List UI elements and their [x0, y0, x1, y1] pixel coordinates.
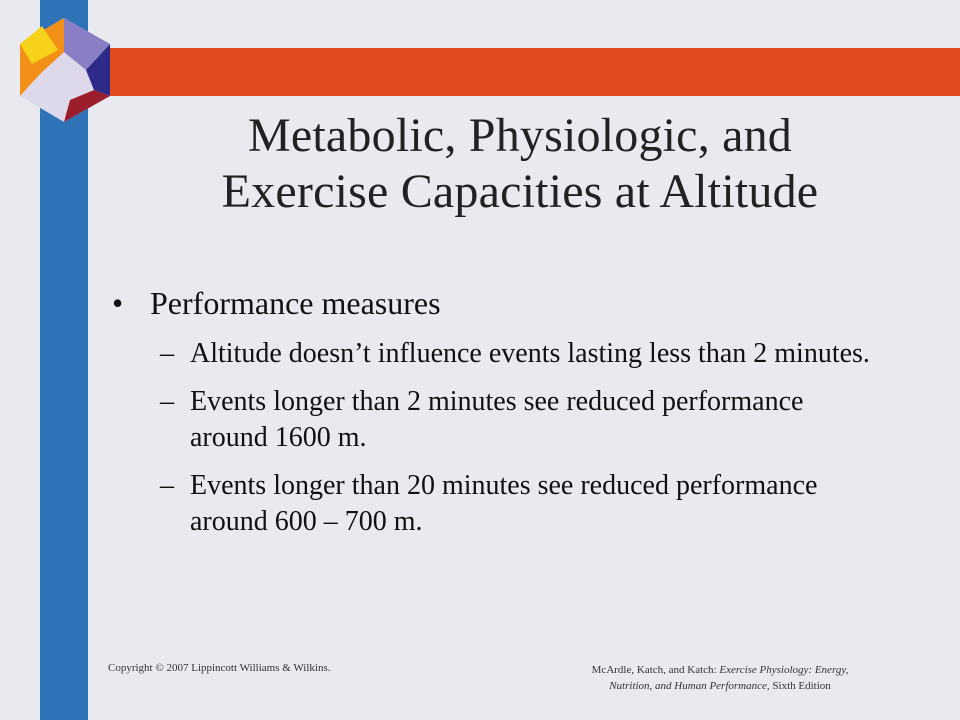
citation-authors: McArdle, Katch, and Katch: — [591, 664, 720, 676]
sub-item-text: Events longer than 2 minutes see reduced… — [190, 386, 804, 453]
logo-red-face — [64, 90, 110, 122]
top-accent-band — [88, 48, 960, 96]
logo-purple-face — [64, 18, 110, 70]
bullet-text: Performance measures — [150, 285, 441, 321]
footer-citation: McArdle, Katch, and Katch: Exercise Phys… — [540, 662, 900, 694]
title-line-1: Metabolic, Physiologic, and — [248, 109, 792, 162]
sub-item-2: – Events longer than 2 minutes see reduc… — [112, 384, 872, 456]
cube-logo-icon — [20, 18, 110, 122]
sub-item-3: – Events longer than 20 minutes see redu… — [112, 468, 872, 540]
citation-edition: Sixth Edition — [769, 680, 831, 692]
sub-item-1: – Altitude doesn’t influence events last… — [112, 336, 872, 372]
slide-content: • Performance measures – Altitude doesn’… — [112, 282, 872, 540]
sub-item-marker: – — [160, 470, 174, 501]
sub-item-marker: – — [160, 386, 174, 417]
slide-title: Metabolic, Physiologic, and Exercise Cap… — [100, 108, 940, 220]
title-line-2: Exercise Capacities at Altitude — [221, 165, 819, 218]
sub-item-marker: – — [160, 338, 174, 369]
logo-navy-face — [86, 44, 110, 96]
sub-item-text: Altitude doesn’t influence events lastin… — [190, 338, 870, 369]
citation-title-b: Nutrition, and Human Performance, — [609, 680, 770, 692]
footer-copyright: Copyright © 2007 Lippincott Williams & W… — [108, 662, 331, 674]
bullet-marker: • — [112, 285, 124, 321]
citation-title-a: Exercise Physiology: Energy, — [719, 664, 849, 676]
bullet-performance-measures: • Performance measures — [112, 282, 872, 324]
logo-yellow-face — [20, 26, 58, 64]
sub-item-text: Events longer than 20 minutes see reduce… — [190, 470, 818, 537]
